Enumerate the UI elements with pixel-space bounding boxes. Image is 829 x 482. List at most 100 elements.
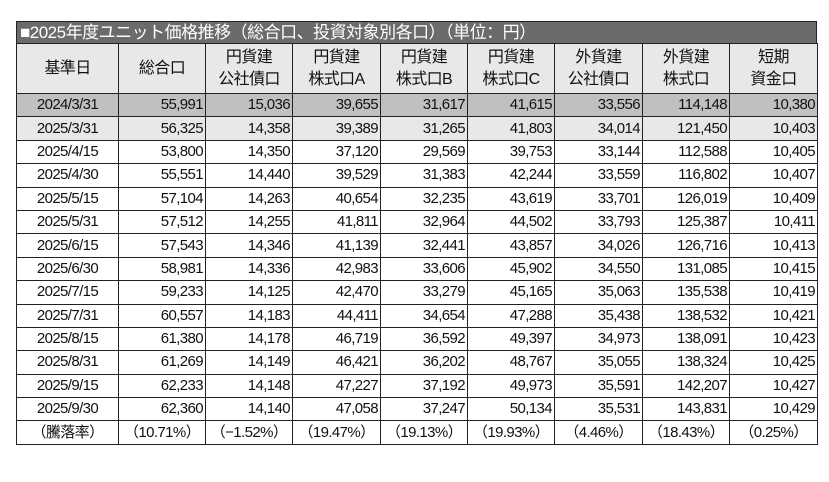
column-header-line: 株式口A xyxy=(308,70,365,88)
value-cell: 47,227 xyxy=(292,373,381,399)
value-cell: 36,202 xyxy=(380,350,468,375)
table-row: 2025/8/15 61,380 14,178 46,719 36,592 49,397 3… xyxy=(16,326,818,352)
table-row: 2025/5/15 57,104 14,263 40,654 32,235 43,619 3… xyxy=(16,186,818,211)
date-cell: 2025/9/30 xyxy=(16,397,119,422)
table-row: 2025/7/31 60,557 14,183 44,411 34,654 47,288 3… xyxy=(16,303,818,328)
value-cell: 10,421 xyxy=(729,303,818,328)
value-cell: 57,543 xyxy=(118,233,206,258)
value-cell: 61,380 xyxy=(118,326,206,352)
date-cell: 2025/3/31 xyxy=(16,116,119,141)
table-row: 2025/6/30 58,981 14,336 42,983 33,606 45,902 3… xyxy=(16,256,818,282)
value-cell: 43,857 xyxy=(467,233,555,258)
value-cell: （19.13%） xyxy=(380,420,468,445)
value-cell: 32,235 xyxy=(380,186,468,211)
value-cell: 35,055 xyxy=(554,350,643,375)
value-cell: 33,793 xyxy=(554,209,643,235)
date-cell: 2025/7/31 xyxy=(16,303,119,328)
value-cell: 143,831 xyxy=(642,397,730,422)
unit-price-table-panel: ■2025年度ユニット価格推移（総合口、投資対象別各口）（単位：円） 基準日 総合… xyxy=(16,21,818,445)
value-cell: 10,423 xyxy=(729,326,818,352)
value-cell: （−1.52%） xyxy=(205,420,293,445)
value-cell: 39,529 xyxy=(292,163,381,188)
value-cell: 131,085 xyxy=(642,256,730,282)
value-cell: 14,336 xyxy=(205,256,293,282)
value-cell: 35,063 xyxy=(554,280,643,305)
column-header-line: 円貨建 xyxy=(225,48,273,66)
value-cell: 10,425 xyxy=(729,350,818,375)
value-cell: 10,409 xyxy=(729,186,818,211)
value-cell: 33,701 xyxy=(554,186,643,211)
date-cell: 2025/8/15 xyxy=(16,326,119,352)
value-cell: 43,619 xyxy=(467,186,555,211)
value-cell: 57,512 xyxy=(118,209,206,235)
value-cell: 14,255 xyxy=(205,209,293,235)
value-cell: 41,139 xyxy=(292,233,381,258)
value-cell: 34,014 xyxy=(554,116,643,141)
value-cell: 46,421 xyxy=(292,350,381,375)
value-cell: 34,973 xyxy=(554,326,643,352)
value-cell: 10,415 xyxy=(729,256,818,282)
value-cell: 40,654 xyxy=(292,186,381,211)
value-cell: 31,617 xyxy=(380,92,468,118)
value-cell: 10,405 xyxy=(729,139,818,165)
value-cell: 138,532 xyxy=(642,303,730,328)
value-cell: 50,134 xyxy=(467,397,555,422)
value-cell: 39,753 xyxy=(467,139,555,165)
value-cell: 37,192 xyxy=(380,373,468,399)
date-cell: 2025/9/15 xyxy=(16,373,119,399)
column-header-line: 資金口 xyxy=(750,70,797,88)
column-header-line: 公社債口 xyxy=(218,70,280,88)
value-cell: 32,964 xyxy=(380,209,468,235)
value-cell: 121,450 xyxy=(642,116,730,141)
value-cell: 58,981 xyxy=(118,256,206,282)
value-cell: 47,288 xyxy=(467,303,555,328)
value-cell: （0.25%） xyxy=(729,420,818,445)
value-cell: 48,767 xyxy=(467,350,555,375)
value-cell: 31,265 xyxy=(380,116,468,141)
table-row: 2025/8/31 61,269 14,149 46,421 36,202 48,767 3… xyxy=(16,350,818,375)
value-cell: 125,387 xyxy=(642,209,730,235)
value-cell: 33,144 xyxy=(554,139,643,165)
value-cell: （10.71%） xyxy=(118,420,206,445)
value-cell: （19.93%） xyxy=(467,420,555,445)
column-header-line: 外貨建 xyxy=(575,48,622,66)
value-cell: 112,588 xyxy=(642,139,730,165)
value-cell: 10,429 xyxy=(729,397,818,422)
column-header: 総合口 xyxy=(118,43,206,94)
value-cell: 33,279 xyxy=(380,280,468,305)
table-row: 2025/7/15 59,233 14,125 42,470 33,279 45,165 3… xyxy=(16,280,818,305)
value-cell: 56,325 xyxy=(118,116,206,141)
date-cell: 2025/4/30 xyxy=(16,163,119,188)
date-cell: 2024/3/31 xyxy=(16,92,119,118)
value-cell: 138,324 xyxy=(642,350,730,375)
value-cell: 60,557 xyxy=(118,303,206,328)
value-cell: 142,207 xyxy=(642,373,730,399)
value-cell: 46,719 xyxy=(292,326,381,352)
value-cell: 14,178 xyxy=(205,326,293,352)
value-cell: 45,165 xyxy=(467,280,555,305)
value-cell: 41,811 xyxy=(292,209,381,235)
column-header-line: 公社債口 xyxy=(567,70,630,88)
column-header-line: 基準日 xyxy=(44,59,91,77)
column-header-line: 円貨建 xyxy=(487,48,535,66)
value-cell: 14,358 xyxy=(205,116,293,141)
column-header: 短期 資金口 xyxy=(729,43,818,94)
date-cell: 2025/8/31 xyxy=(16,350,119,375)
column-header-line: 株式口C xyxy=(482,70,540,88)
date-cell: （騰落率） xyxy=(16,420,119,445)
value-cell: 138,091 xyxy=(642,326,730,352)
column-header-line: 株式口B xyxy=(395,70,453,88)
date-cell: 2025/6/15 xyxy=(16,233,119,258)
value-cell: 15,036 xyxy=(205,92,293,118)
column-header-line: 総合口 xyxy=(138,59,186,77)
column-header-line: 外貨建 xyxy=(662,48,710,66)
date-cell: 2025/5/15 xyxy=(16,186,119,211)
value-cell: 42,244 xyxy=(467,163,555,188)
value-cell: 116,802 xyxy=(642,163,730,188)
value-cell: 59,233 xyxy=(118,280,206,305)
column-header: 円貨建 株式口B xyxy=(380,43,468,94)
value-cell: 35,438 xyxy=(554,303,643,328)
column-header: 円貨建 公社債口 xyxy=(205,43,293,94)
value-cell: 39,655 xyxy=(292,92,381,118)
column-header: 外貨建 株式口 xyxy=(642,43,730,94)
